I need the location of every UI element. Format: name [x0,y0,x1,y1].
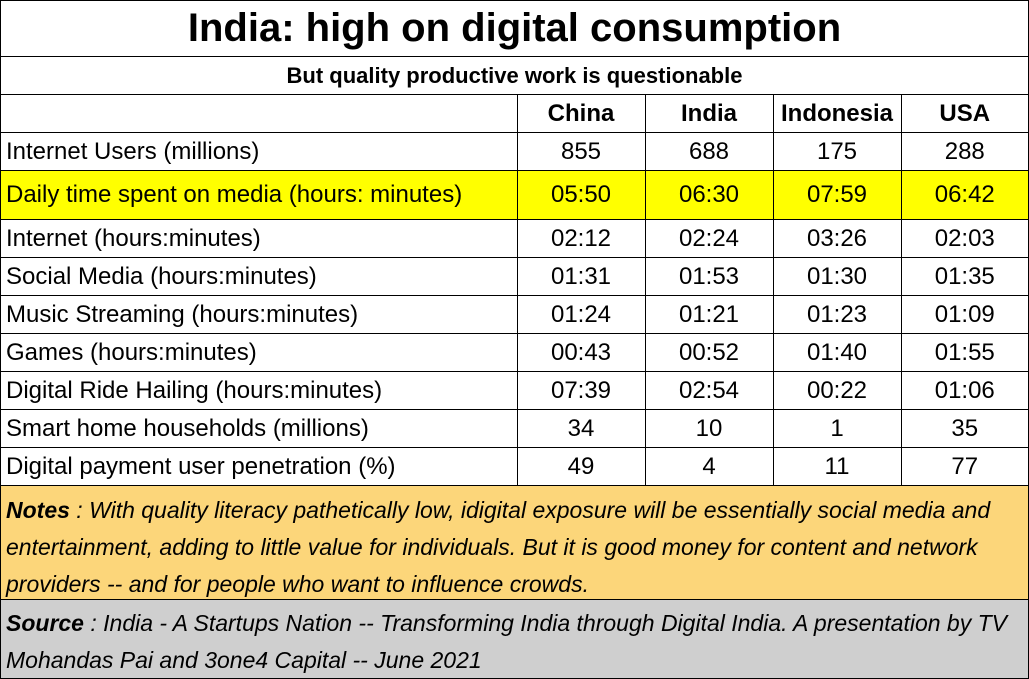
table-row: Daily time spent on media (hours: minute… [1,170,1028,220]
data-cell: 02:24 [644,219,774,258]
data-cell: 4 [644,447,774,486]
table-row: Social Media (hours:minutes) 01:31 01:53 01… [1,257,1028,296]
data-cell: 01:24 [516,295,646,334]
data-cell: 1 [772,409,902,448]
source-text: : India - A Startups Nation -- Transform… [6,610,1007,673]
row-label: Digital payment user penetration (%) [1,447,518,486]
data-cell: 00:22 [772,371,902,410]
data-cell: 00:52 [644,333,774,372]
data-cell: 288 [900,132,1028,171]
data-cell: 77 [900,447,1028,486]
row-label: Internet Users (millions) [1,132,518,171]
data-cell: 688 [644,132,774,171]
data-cell: 06:30 [644,170,774,220]
data-cell: 175 [772,132,902,171]
column-header: China [516,95,646,133]
row-label: Digital Ride Hailing (hours:minutes) [1,371,518,410]
data-cell: 01:06 [900,371,1028,410]
table-row: Internet (hours:minutes) 02:12 02:24 03:26 0… [1,219,1028,258]
data-cell: 01:31 [516,257,646,296]
row-label: Music Streaming (hours:minutes) [1,295,518,334]
data-cell: 01:21 [644,295,774,334]
column-header: Indonesia [772,95,902,133]
data-cell: 855 [516,132,646,171]
data-cell: 49 [516,447,646,486]
column-header: India [644,95,774,133]
page-subtitle: But quality productive work is questiona… [1,57,1028,95]
table-row: Smart home households (millions) 34 10 1 35 [1,409,1028,448]
data-cell: 01:53 [644,257,774,296]
data-cell: 34 [516,409,646,448]
source-box: Source : India - A Startups Nation -- Tr… [1,600,1028,678]
data-cell: 03:26 [772,219,902,258]
page-title: India: high on digital consumption [1,1,1028,57]
notes-box: Notes : With quality literacy pathetical… [1,486,1028,600]
data-cell: 02:03 [900,219,1028,258]
row-label: Daily time spent on media (hours: minute… [1,170,518,220]
header-corner-cell [1,95,518,133]
data-cell: 11 [772,447,902,486]
data-cell: 01:30 [772,257,902,296]
table-row: Internet Users (millions) 855 688 175 288 [1,132,1028,171]
notes-label: Notes [6,497,70,523]
data-cell: 07:59 [772,170,902,220]
table-row: Music Streaming (hours:minutes) 01:24 01:2… [1,295,1028,334]
source-label: Source [6,610,84,636]
row-label: Games (hours:minutes) [1,333,518,372]
data-cell: 06:42 [900,170,1028,220]
data-cell: 02:12 [516,219,646,258]
data-cell: 01:40 [772,333,902,372]
table-row: Games (hours:minutes) 00:43 00:52 01:40 01:5… [1,333,1028,372]
data-cell: 01:55 [900,333,1028,372]
data-cell: 05:50 [516,170,646,220]
row-label: Internet (hours:minutes) [1,219,518,258]
data-cell: 10 [644,409,774,448]
row-label: Social Media (hours:minutes) [1,257,518,296]
table-row: Digital Ride Hailing (hours:minutes) 07:3… [1,371,1028,410]
data-cell: 01:09 [900,295,1028,334]
row-label: Smart home households (millions) [1,409,518,448]
data-cell: 02:54 [644,371,774,410]
column-header: USA [900,95,1028,133]
data-cell: 35 [900,409,1028,448]
data-cell: 00:43 [516,333,646,372]
data-cell: 01:35 [900,257,1028,296]
table-row: Digital payment user penetration (%) 49 4 1… [1,447,1028,486]
data-cell: 07:39 [516,371,646,410]
notes-text: : With quality literacy pathetically low… [6,497,991,597]
data-table: China India Indonesia USA Internet Users… [1,95,1028,486]
data-cell: 01:23 [772,295,902,334]
header-row: China India Indonesia USA [1,95,1028,133]
